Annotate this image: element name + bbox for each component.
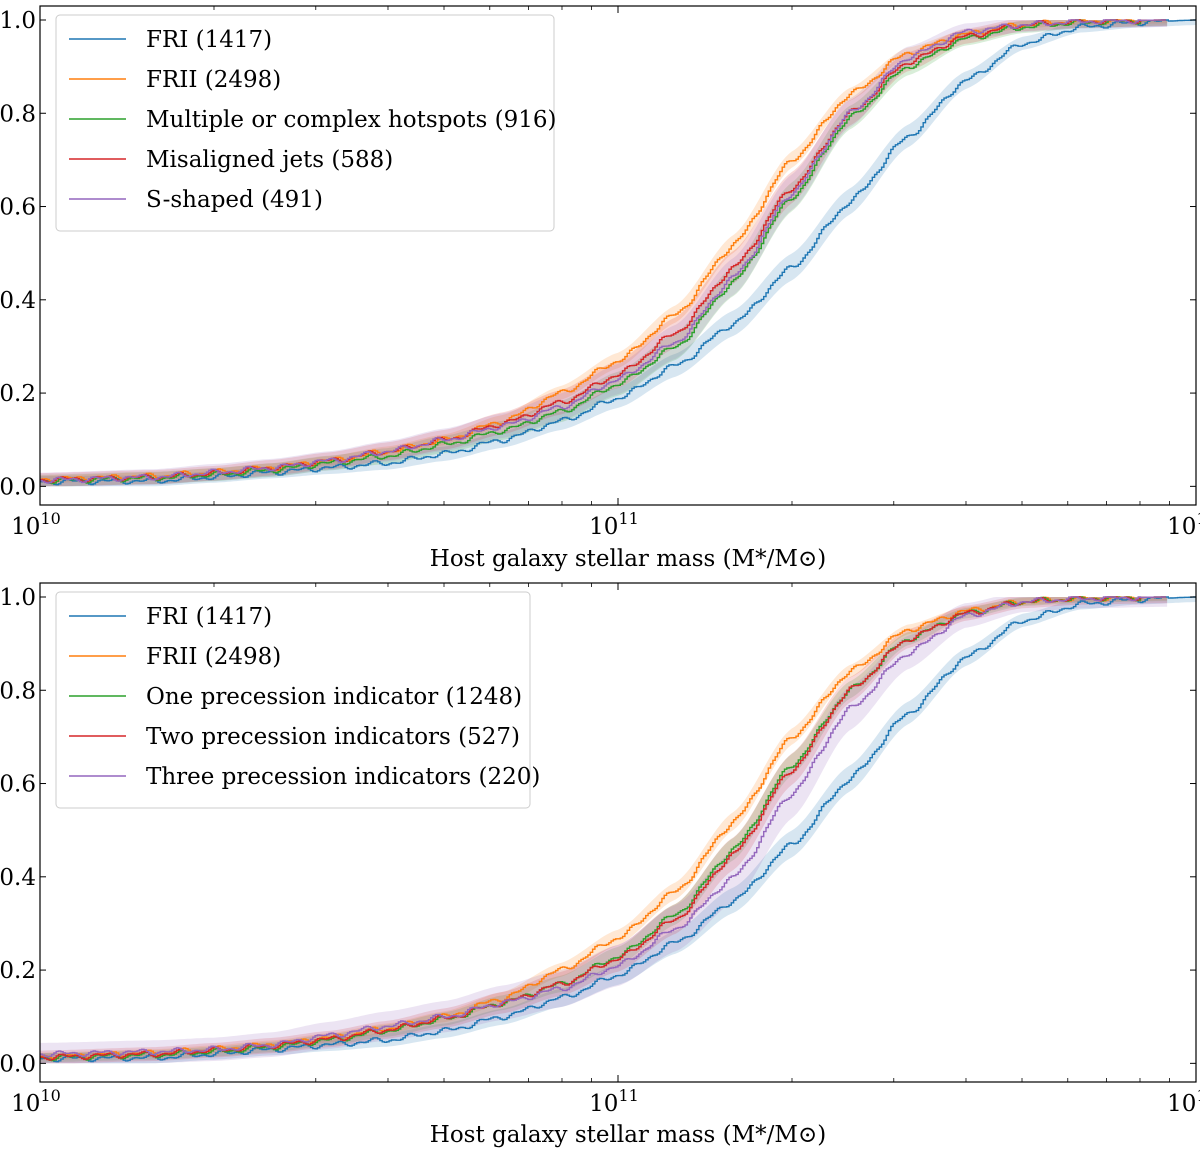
x-tick-label: 1011 (589, 1086, 639, 1117)
plot-area (40, 19, 1196, 487)
y-tick-label: 0.4 (0, 865, 36, 891)
legend-label-1: FRII (2498) (146, 644, 281, 670)
legend-label-2: One precession indicator (1248) (146, 684, 522, 710)
legend: FRI (1417) FRII (2498) Multiple or complex… (55, 14, 556, 232)
x-tick-label: 1010 (11, 1086, 61, 1117)
x-tick-label: 1012 (1167, 509, 1200, 540)
series-band-3 (40, 20, 1168, 487)
legend-label-3: Two precession indicators (527) (146, 724, 520, 750)
x-tick-label: 1012 (1167, 1086, 1200, 1117)
x-tick-exponent: 12 (1196, 1086, 1200, 1105)
x-axis-label: Host galaxy stellar mass (M*/M⊙) (430, 546, 826, 572)
x-axis-label: Host galaxy stellar mass (M*/M⊙) (430, 1122, 826, 1148)
series-band-2 (40, 597, 1168, 1063)
legend: FRI (1417) FRII (2498) One precession indi… (55, 591, 540, 809)
y-tick-label: 0.0 (0, 1051, 36, 1077)
x-tick-exponent: 10 (40, 509, 60, 528)
x-tick-exponent: 11 (618, 509, 638, 528)
y-tick-label: 0.4 (0, 288, 36, 314)
y-tick-label: 1.0 (0, 585, 36, 611)
series-line-0 (40, 596, 1196, 1063)
x-tick-base: 10 (1167, 514, 1196, 540)
x-tick-exponent: 10 (40, 1086, 60, 1105)
x-tick-label: 1011 (589, 509, 639, 540)
y-tick-label: 1.0 (0, 8, 36, 34)
top-chart: 0.00.20.40.60.81.0101010111012Host galax… (0, 5, 1200, 572)
y-tick-label: 0.6 (0, 195, 36, 221)
bottom-chart: 0.00.20.40.60.81.0101010111012Host galax… (0, 582, 1200, 1148)
y-tick-label: 0.0 (0, 474, 36, 500)
series-line-0 (40, 19, 1196, 486)
y-tick-label: 0.2 (0, 381, 36, 407)
series-line-4 (40, 596, 1166, 1058)
x-tick-base: 10 (1167, 1091, 1196, 1117)
y-tick-label: 0.2 (0, 958, 36, 984)
legend-label-0: FRI (1417) (146, 27, 272, 53)
y-tick-label: 0.6 (0, 772, 36, 798)
y-tick-label: 0.8 (0, 101, 36, 127)
legend-label-2: Multiple or complex hotspots (916) (146, 107, 556, 133)
legend-box (55, 591, 531, 809)
legend-label-4: Three precession indicators (220) (146, 764, 540, 790)
plot-area (40, 596, 1196, 1064)
y-tick-label: 0.8 (0, 678, 36, 704)
legend-label-0: FRI (1417) (146, 604, 272, 630)
series-band-3 (40, 597, 1168, 1064)
x-tick-exponent: 11 (618, 1086, 638, 1105)
series-band-2 (40, 20, 1168, 487)
legend-label-1: FRII (2498) (146, 67, 281, 93)
series-line-3 (40, 19, 1166, 484)
series-line-3 (40, 596, 1166, 1061)
legend-box (55, 14, 555, 232)
x-tick-base: 10 (11, 1091, 40, 1117)
x-tick-base: 10 (589, 1091, 618, 1117)
series-line-4 (40, 19, 1166, 484)
x-tick-base: 10 (11, 514, 40, 540)
x-tick-base: 10 (589, 514, 618, 540)
x-tick-label: 1010 (11, 509, 61, 540)
series-band-4 (40, 597, 1168, 1064)
series-band-4 (40, 20, 1168, 487)
x-tick-exponent: 12 (1196, 509, 1200, 528)
legend-label-4: S-shaped (491) (146, 187, 323, 213)
legend-label-3: Misaligned jets (588) (146, 147, 393, 173)
